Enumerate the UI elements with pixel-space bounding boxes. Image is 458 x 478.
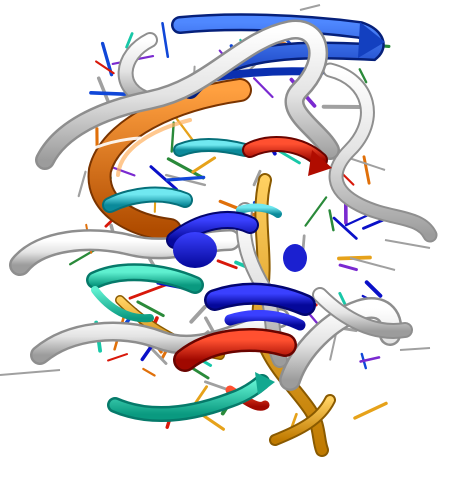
base-pair-stick	[165, 175, 206, 182]
base-pair-stick	[364, 280, 383, 298]
base-pair-stick	[149, 165, 178, 191]
base-pair-stick	[107, 353, 128, 362]
base-pair-stick	[358, 68, 368, 84]
teal-strand-bottom	[107, 372, 275, 423]
base-pair-stick	[362, 155, 371, 185]
base-pair-stick	[338, 263, 358, 272]
cyan-strands	[86, 138, 282, 323]
base-pair-stick	[161, 21, 170, 59]
base-pair-stick	[77, 170, 87, 198]
base-pair-stick	[189, 305, 207, 324]
base-pair-stick	[216, 259, 238, 270]
base-pair-stick	[201, 413, 225, 431]
outer-stick	[299, 4, 321, 11]
base-pair-stick	[142, 367, 156, 377]
base-pair-stick	[252, 169, 262, 187]
base-pair-stick	[89, 90, 128, 97]
gold-strand-bottom	[269, 394, 336, 446]
base-pair-stick	[95, 60, 115, 75]
base-pair-stick	[191, 156, 217, 174]
base-pair-stick	[328, 209, 335, 232]
base-pair-stick	[136, 300, 165, 318]
base-pair-stick	[344, 213, 370, 227]
base-pair-stick	[170, 121, 175, 153]
base-pair-stick	[304, 196, 328, 227]
outer-stick	[0, 369, 61, 376]
outer-stick	[399, 347, 431, 351]
base-pair-stick	[128, 282, 170, 300]
base-pair-stick	[125, 32, 134, 49]
outer-stick	[384, 239, 431, 249]
base-pair-stick	[359, 356, 381, 363]
base-pair-stick	[337, 255, 372, 261]
base-pair-stick	[353, 401, 388, 420]
base-pair-stick	[166, 157, 205, 180]
base-pair-stick	[332, 216, 358, 240]
red-strands	[173, 136, 332, 411]
base-pair-stick	[253, 77, 274, 99]
dark-blue-strands	[166, 211, 316, 331]
outer-stick	[349, 257, 396, 271]
